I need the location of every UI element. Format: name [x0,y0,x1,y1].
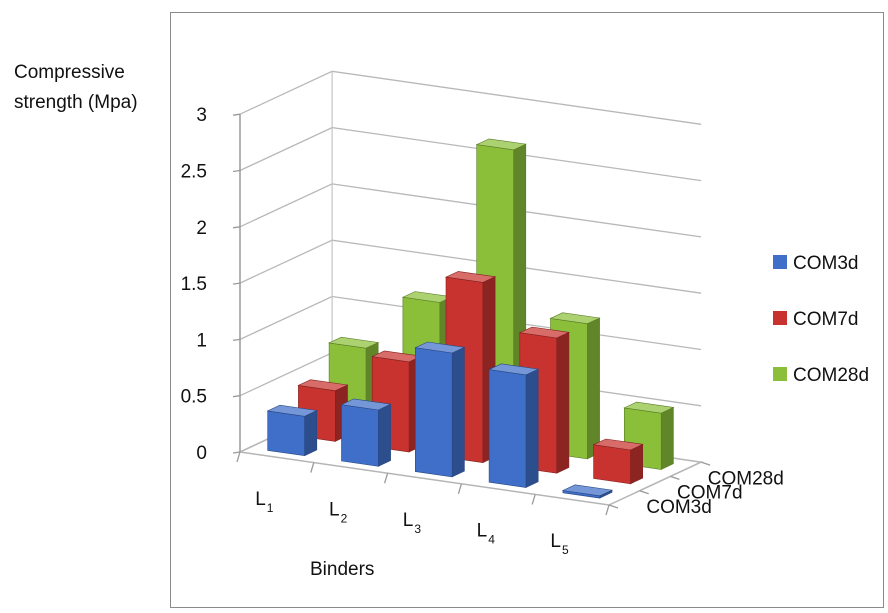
bar-top-face [414,341,466,354]
x-tick-mark [457,483,463,494]
gridline [239,126,702,182]
bar-top-face [475,138,527,151]
y-tick-label: 2.5 [181,162,207,183]
bar-top-face [488,363,540,376]
legend-item-COM7d: COM7d [773,309,858,330]
bar-top-face [444,271,497,283]
legend-swatch [773,367,787,381]
depth-tick-mark [670,475,680,481]
depth-tick-mark [639,490,649,495]
y-axis-title: Compressive strength (Mpa) [14,58,138,118]
depth-axis-label: COM28d [708,468,784,489]
depth-axis-label: COM7d [677,483,742,504]
bar-top-face [297,379,349,392]
y-tick-label: 1 [196,330,207,351]
bar-side-face [378,403,391,467]
x-tick-mark [605,504,610,516]
x-tick-label: L3 [403,510,422,536]
x-axis-title: Binders [310,559,374,580]
x-tick-label: L2 [329,499,348,525]
bars [266,138,675,499]
depth-tick-mark [608,504,619,509]
series-COM3d [266,341,614,499]
y-tick-mark [232,282,241,285]
bar-top-face [592,438,644,451]
bar-top-face [328,336,380,349]
y-axis-title-line-2: strength (Mpa) [14,92,138,113]
bar-side-face [525,368,539,488]
legend: COM3d COM7d COM28d [773,253,869,386]
bar-top-face [266,404,318,417]
x-tick-mark [236,451,241,463]
bar-front-face [267,410,305,457]
y-tick-mark [232,338,241,342]
x-tick-mark [383,473,389,484]
x-tick-label: L1 [255,489,274,515]
bar-side-face [587,317,600,460]
bar-top-face [518,326,570,339]
bar-top-face [623,401,675,414]
x-tick-label: L5 [550,531,569,557]
bar-side-face [556,331,570,474]
legend-swatch [773,255,787,269]
bar-COM3d-L1 [266,404,318,457]
gridline [239,70,702,125]
y-tick-label: 0.5 [181,387,207,408]
legend-label: COM7d [793,309,858,330]
bar-COM3d-L2 [340,398,392,467]
legend-item-COM3d: COM3d [773,253,858,274]
bar-COM3d-L5 [561,484,614,499]
bar-side-face [660,406,674,470]
bar-front-face [414,347,453,478]
x-tick-mark [310,462,315,473]
depth-tick-mark [700,461,711,466]
bar-top-face [340,398,392,411]
y-tick-mark [232,226,241,229]
legend-label: COM3d [793,253,858,274]
bar-side-face [451,346,465,478]
bar-side-face [630,443,644,485]
legend-item-COM28d: COM28d [773,365,869,386]
bar-top-face [561,484,614,497]
bar-COM7d-L5 [592,438,644,485]
bar-COM3d-L3 [414,341,466,478]
legend-label: COM28d [793,365,869,386]
y-tick-label: 2 [196,218,207,239]
x-tick-label: L4 [477,521,496,547]
y-tick-label: 0 [196,443,207,464]
y-tick-label: 1.5 [181,274,207,295]
y-tick-mark [232,395,241,398]
y-tick-mark [232,169,241,173]
bar-top-face [549,312,601,325]
legend-swatch [773,311,787,325]
bar-front-face [488,369,527,488]
gridline [239,183,702,238]
y-tick-mark [232,113,241,116]
x-tick-mark [531,494,536,505]
y-axis-title-line-1: Compressive [14,62,125,83]
y-tick-mark [232,451,241,454]
y-tick-label: 3 [196,105,207,126]
bar-front-face [593,444,631,485]
depth-axis-label: COM3d [646,497,711,518]
bar-front-face [341,404,379,467]
bar-side-face [304,410,318,457]
chart-frame [170,12,884,608]
bar-COM3d-L4 [488,363,540,488]
